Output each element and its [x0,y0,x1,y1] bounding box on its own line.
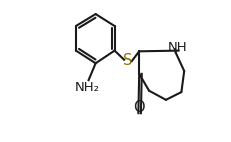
Text: NH₂: NH₂ [74,81,99,94]
Text: S: S [123,53,132,68]
Text: O: O [132,100,144,115]
Text: NH: NH [167,41,186,54]
